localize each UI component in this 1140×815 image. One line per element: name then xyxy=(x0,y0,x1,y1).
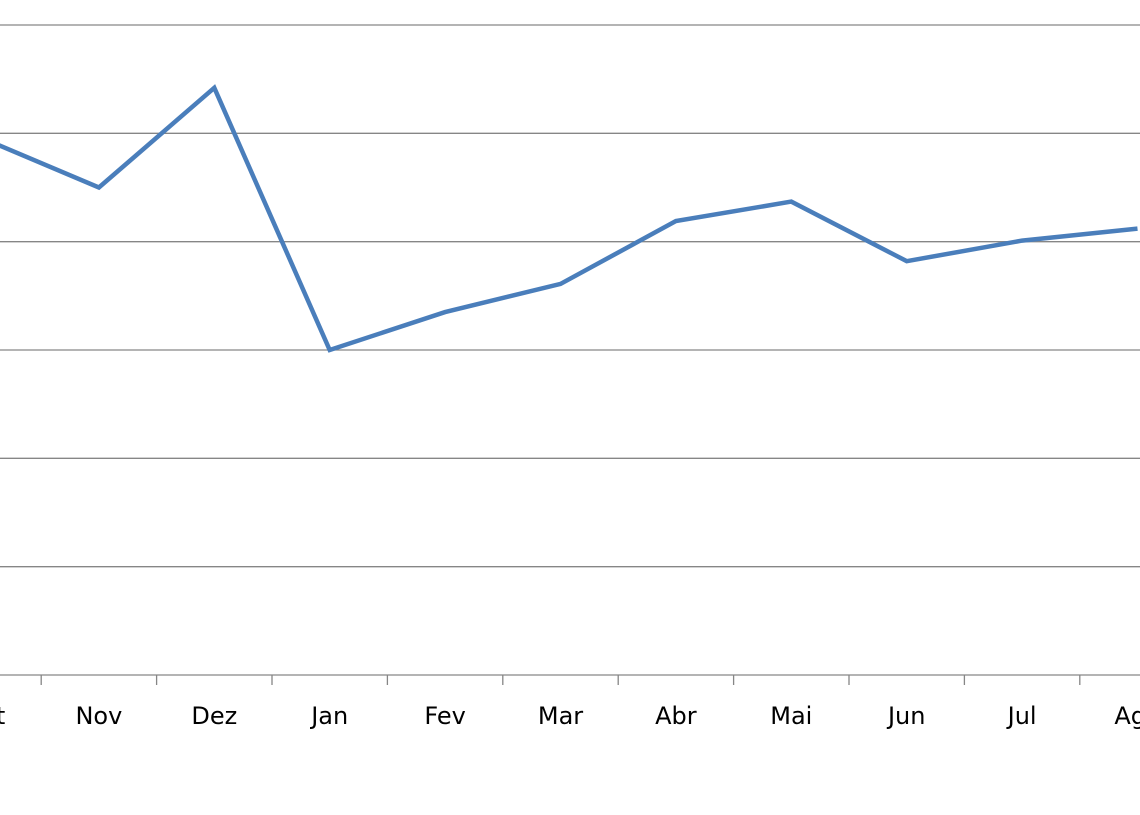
data-line xyxy=(0,84,1138,353)
x-tick-label: Dez xyxy=(191,702,237,730)
x-tick-label: Mar xyxy=(538,702,583,730)
x-tick-label: Out xyxy=(0,702,5,730)
x-tick-label: Mai xyxy=(770,702,812,730)
x-tick-label: Jun xyxy=(886,702,926,730)
x-tick-label: Jan xyxy=(309,702,348,730)
x-tick-label: Abr xyxy=(655,702,697,730)
x-tick-label: Fev xyxy=(424,702,465,730)
x-tick-label: Nov xyxy=(75,702,122,730)
x-tick-label: Ago xyxy=(1114,702,1140,730)
x-tick-label: Jul xyxy=(1006,702,1037,730)
